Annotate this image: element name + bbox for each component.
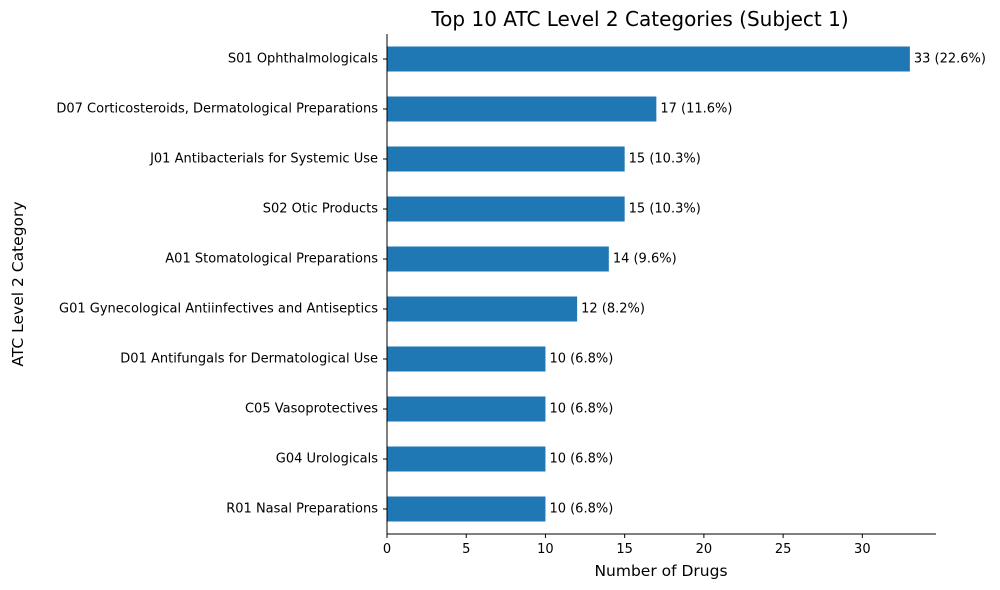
bar <box>387 296 578 322</box>
bar <box>387 196 625 222</box>
category-labels: S01 Ophthalmologicals D07 Corticosteroids… <box>56 52 387 517</box>
bar <box>387 396 546 422</box>
value-label: 10 (6.8%) <box>549 502 613 517</box>
bar <box>387 346 546 372</box>
x-axis-title: Number of Drugs <box>594 562 727 580</box>
category-label: J01 Antibacterials for Systemic Use <box>149 152 378 167</box>
bar <box>387 246 609 272</box>
value-label: 17 (11.6%) <box>660 102 732 117</box>
bar <box>387 496 546 522</box>
bar <box>387 446 546 472</box>
value-label: 10 (6.8%) <box>549 402 613 417</box>
category-label: G04 Urologicals <box>276 452 378 467</box>
category-label: D07 Corticosteroids, Dermatological Prep… <box>56 102 378 117</box>
category-label: R01 Nasal Preparations <box>226 502 378 517</box>
value-labels: 33 (22.6%) 17 (11.6%) 15 (10.3%) 15 (10.3%)… <box>549 52 986 517</box>
category-label: D01 Antifungals for Dermatological Use <box>120 352 378 367</box>
x-tick-label: 10 <box>537 542 554 557</box>
category-label: A01 Stomatological Preparations <box>165 252 378 267</box>
x-tick-label: 0 <box>383 542 391 557</box>
category-label: S02 Otic Products <box>263 202 379 217</box>
category-label: C05 Vasoprotectives <box>245 402 378 417</box>
x-tick-label: 5 <box>462 542 470 557</box>
value-label: 15 (10.3%) <box>629 152 701 167</box>
value-label: 15 (10.3%) <box>629 202 701 217</box>
x-tick-label: 15 <box>616 542 633 557</box>
x-tick-label: 20 <box>696 542 713 557</box>
x-tick-label: 30 <box>854 542 871 557</box>
category-label: S01 Ophthalmologicals <box>228 52 378 67</box>
value-label: 14 (9.6%) <box>613 252 677 267</box>
value-label: 12 (8.2%) <box>581 302 645 317</box>
value-label: 10 (6.8%) <box>549 352 613 367</box>
x-tick-label: 25 <box>775 542 792 557</box>
y-axis-title: ATC Level 2 Category <box>9 201 27 366</box>
bar <box>387 46 910 72</box>
value-label: 10 (6.8%) <box>549 452 613 467</box>
value-label: 33 (22.6%) <box>914 52 986 67</box>
bars-group <box>387 46 910 522</box>
chart-title: Top 10 ATC Level 2 Categories (Subject 1… <box>430 7 848 31</box>
x-axis-ticks: 0 5 10 15 20 25 30 <box>383 534 871 557</box>
bar <box>387 146 625 172</box>
bar <box>387 96 657 122</box>
category-label: G01 Gynecological Antiinfectives and Ant… <box>59 302 378 317</box>
